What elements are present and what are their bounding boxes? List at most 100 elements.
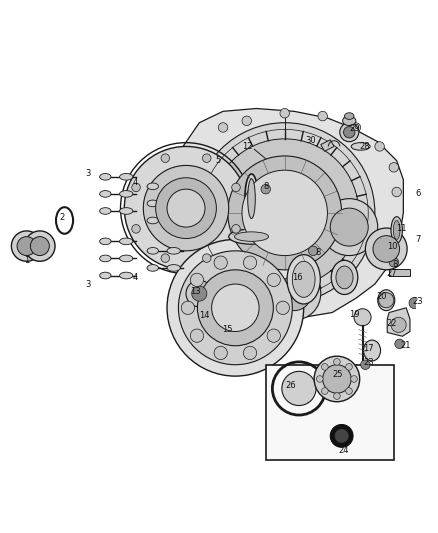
Ellipse shape bbox=[120, 238, 133, 245]
Ellipse shape bbox=[147, 183, 159, 190]
Circle shape bbox=[17, 237, 36, 256]
Circle shape bbox=[214, 346, 227, 360]
Circle shape bbox=[202, 154, 211, 163]
Circle shape bbox=[314, 356, 360, 402]
Circle shape bbox=[167, 189, 205, 227]
Text: 6: 6 bbox=[415, 189, 420, 198]
Circle shape bbox=[25, 231, 55, 261]
Circle shape bbox=[321, 199, 378, 256]
Circle shape bbox=[30, 237, 49, 256]
Circle shape bbox=[132, 183, 140, 192]
Text: 8: 8 bbox=[392, 260, 398, 269]
Circle shape bbox=[334, 393, 340, 399]
Circle shape bbox=[124, 147, 248, 270]
Ellipse shape bbox=[120, 191, 133, 197]
Circle shape bbox=[318, 111, 328, 121]
Text: 24: 24 bbox=[338, 446, 349, 455]
Ellipse shape bbox=[100, 255, 111, 262]
Circle shape bbox=[389, 257, 399, 267]
Bar bbox=[389, 269, 410, 276]
Circle shape bbox=[211, 139, 359, 287]
Circle shape bbox=[346, 364, 352, 370]
Ellipse shape bbox=[120, 255, 133, 262]
Ellipse shape bbox=[229, 229, 274, 244]
Circle shape bbox=[335, 429, 348, 442]
Text: 8: 8 bbox=[315, 248, 321, 257]
Circle shape bbox=[232, 183, 240, 192]
Circle shape bbox=[340, 123, 359, 142]
Ellipse shape bbox=[345, 113, 354, 119]
Circle shape bbox=[282, 372, 316, 406]
Ellipse shape bbox=[393, 221, 400, 239]
Text: 2: 2 bbox=[59, 213, 64, 222]
Circle shape bbox=[178, 251, 292, 365]
Ellipse shape bbox=[147, 247, 159, 254]
Circle shape bbox=[194, 123, 375, 303]
Circle shape bbox=[321, 387, 328, 394]
Text: 21: 21 bbox=[400, 341, 410, 350]
Text: 13: 13 bbox=[190, 287, 201, 296]
Text: 23: 23 bbox=[363, 358, 374, 367]
Text: 3: 3 bbox=[85, 279, 91, 288]
Ellipse shape bbox=[147, 200, 159, 207]
Circle shape bbox=[181, 301, 194, 314]
Circle shape bbox=[132, 224, 140, 233]
Circle shape bbox=[261, 184, 271, 194]
Circle shape bbox=[346, 387, 352, 394]
Circle shape bbox=[198, 270, 273, 346]
Ellipse shape bbox=[120, 272, 133, 279]
Circle shape bbox=[354, 309, 371, 326]
Text: 11: 11 bbox=[396, 223, 407, 232]
Circle shape bbox=[395, 339, 404, 349]
Circle shape bbox=[391, 317, 406, 333]
Ellipse shape bbox=[292, 261, 315, 297]
Circle shape bbox=[11, 231, 42, 261]
Circle shape bbox=[192, 286, 207, 301]
Circle shape bbox=[330, 208, 368, 246]
Circle shape bbox=[323, 365, 351, 393]
Text: 12: 12 bbox=[243, 142, 253, 151]
Polygon shape bbox=[321, 140, 334, 151]
Circle shape bbox=[191, 273, 204, 287]
Text: 23: 23 bbox=[412, 297, 423, 305]
Circle shape bbox=[268, 267, 321, 320]
Bar bbox=[266, 365, 394, 459]
Circle shape bbox=[308, 246, 318, 256]
Ellipse shape bbox=[167, 217, 180, 224]
Text: 27: 27 bbox=[387, 269, 397, 278]
Ellipse shape bbox=[100, 238, 111, 245]
Circle shape bbox=[330, 424, 353, 447]
Circle shape bbox=[321, 364, 328, 370]
Circle shape bbox=[242, 170, 328, 256]
Circle shape bbox=[232, 224, 240, 233]
Circle shape bbox=[379, 293, 394, 308]
Circle shape bbox=[143, 165, 229, 251]
Text: 4: 4 bbox=[132, 273, 138, 282]
Circle shape bbox=[244, 346, 257, 360]
Text: 10: 10 bbox=[387, 241, 397, 251]
Text: 16: 16 bbox=[292, 273, 302, 282]
Ellipse shape bbox=[100, 208, 111, 214]
Text: 1: 1 bbox=[24, 256, 29, 265]
Circle shape bbox=[244, 256, 257, 269]
Circle shape bbox=[161, 154, 170, 163]
Text: 3: 3 bbox=[85, 168, 91, 177]
Ellipse shape bbox=[100, 272, 111, 279]
Circle shape bbox=[351, 376, 357, 382]
Ellipse shape bbox=[336, 266, 353, 289]
Circle shape bbox=[214, 256, 227, 269]
Text: 25: 25 bbox=[332, 370, 343, 379]
Text: 14: 14 bbox=[199, 311, 209, 320]
Circle shape bbox=[409, 297, 420, 309]
Text: 5: 5 bbox=[215, 156, 221, 165]
Circle shape bbox=[276, 301, 290, 314]
Ellipse shape bbox=[245, 174, 258, 223]
Circle shape bbox=[351, 123, 360, 132]
Polygon shape bbox=[177, 109, 403, 317]
Text: 20: 20 bbox=[376, 292, 387, 301]
Circle shape bbox=[186, 280, 212, 307]
Circle shape bbox=[202, 254, 211, 262]
Ellipse shape bbox=[147, 264, 159, 271]
Circle shape bbox=[365, 228, 407, 270]
Ellipse shape bbox=[351, 143, 370, 150]
